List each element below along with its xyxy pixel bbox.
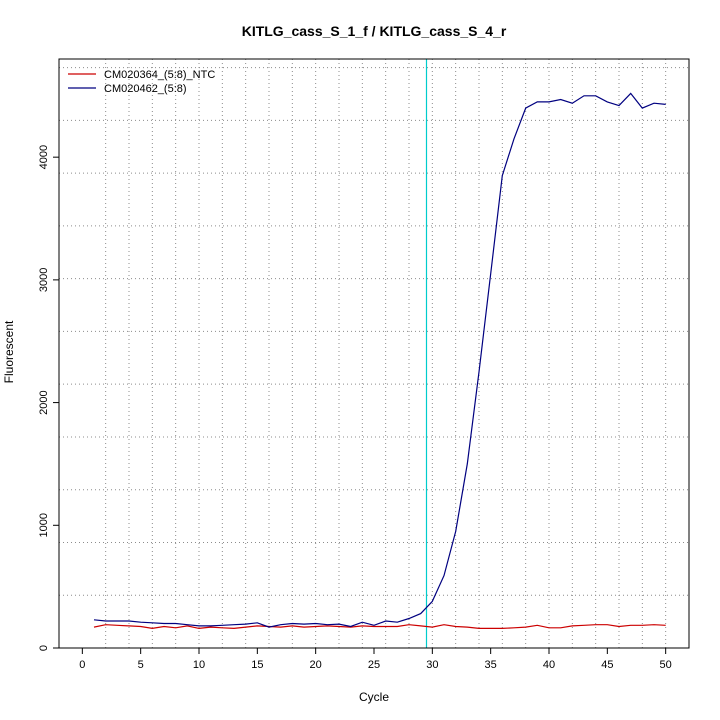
y-tick-label: 1000 (38, 513, 50, 537)
x-tick-label: 5 (138, 659, 144, 671)
x-tick-label: 35 (485, 659, 497, 671)
x-axis-label: Cycle (359, 690, 389, 704)
y-tick-label: 4000 (38, 145, 50, 169)
y-axis-label: Fluorescent (2, 320, 16, 383)
plot-frame (58, 58, 690, 649)
x-tick-label: 15 (251, 659, 263, 671)
chart-title: KITLG_cass_S_1_f / KITLG_cass_S_4_r (242, 23, 507, 39)
x-tick-label: 0 (79, 659, 85, 671)
x-tick-label: 10 (193, 659, 205, 671)
x-tick-label: 20 (310, 659, 322, 671)
series-line-1 (93, 624, 666, 630)
y-tick-label: 0 (38, 645, 50, 651)
x-tick-label: 50 (660, 659, 672, 671)
legend-label: CM020462_(5:8) (104, 83, 187, 95)
x-tick-label: 30 (426, 659, 438, 671)
legend-label: CM020364_(5:8)_NTC (104, 69, 215, 81)
x-tick-label: 25 (368, 659, 380, 671)
y-tick-label: 2000 (38, 390, 50, 414)
series-line-2 (93, 92, 666, 628)
y-tick-label: 3000 (38, 268, 50, 292)
x-tick-label: 45 (601, 659, 613, 671)
x-tick-label: 40 (543, 659, 555, 671)
